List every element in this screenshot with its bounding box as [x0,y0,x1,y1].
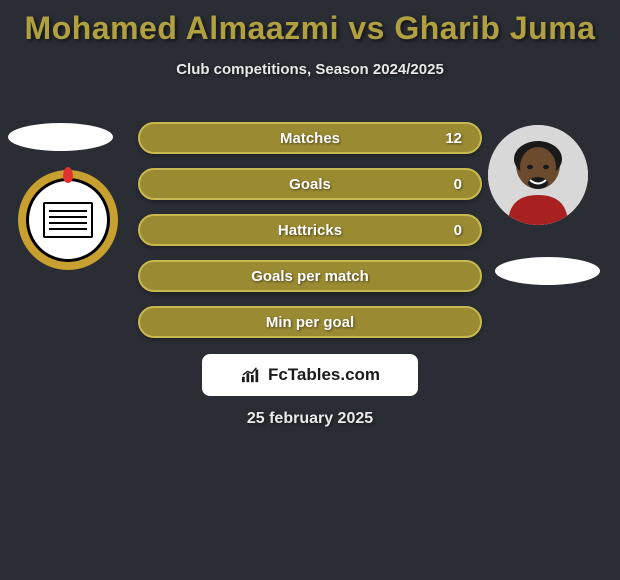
stat-bar-label: Hattricks [278,222,342,239]
stat-bar-value-right: 0 [454,176,462,193]
chart-icon [240,366,262,384]
page-title: Mohamed Almaazmi vs Gharib Juma [0,0,620,47]
club-crest-icon [26,178,110,262]
stat-bar: Goals 0 [138,168,482,200]
footer-date: 25 february 2025 [0,410,620,428]
stat-bars-container: Matches 12 Goals 0 Hattricks 0 Goals per match… [138,122,482,352]
player-avatar-left [18,170,118,270]
stat-bar-label: Goals per match [251,268,369,285]
stat-bar: Goals per match [138,260,482,292]
stat-bar-label: Matches [280,130,340,147]
shadow-ellipse-right [495,257,600,285]
page-subtitle: Club competitions, Season 2024/2025 [0,61,620,78]
brand-logo-text: FcTables.com [268,365,380,385]
stat-bar-value-right: 0 [454,222,462,239]
player-photo-icon [488,125,588,225]
stat-bar-label: Goals [289,176,331,193]
stat-bar-label: Min per goal [266,314,354,331]
brand-logo-box: FcTables.com [202,354,418,396]
shadow-ellipse-left [8,123,113,151]
stat-bar-value-right: 12 [445,130,462,147]
player-avatar-right [488,125,588,225]
stat-bar: Hattricks 0 [138,214,482,246]
stat-bar: Matches 12 [138,122,482,154]
stat-bar: Min per goal [138,306,482,338]
